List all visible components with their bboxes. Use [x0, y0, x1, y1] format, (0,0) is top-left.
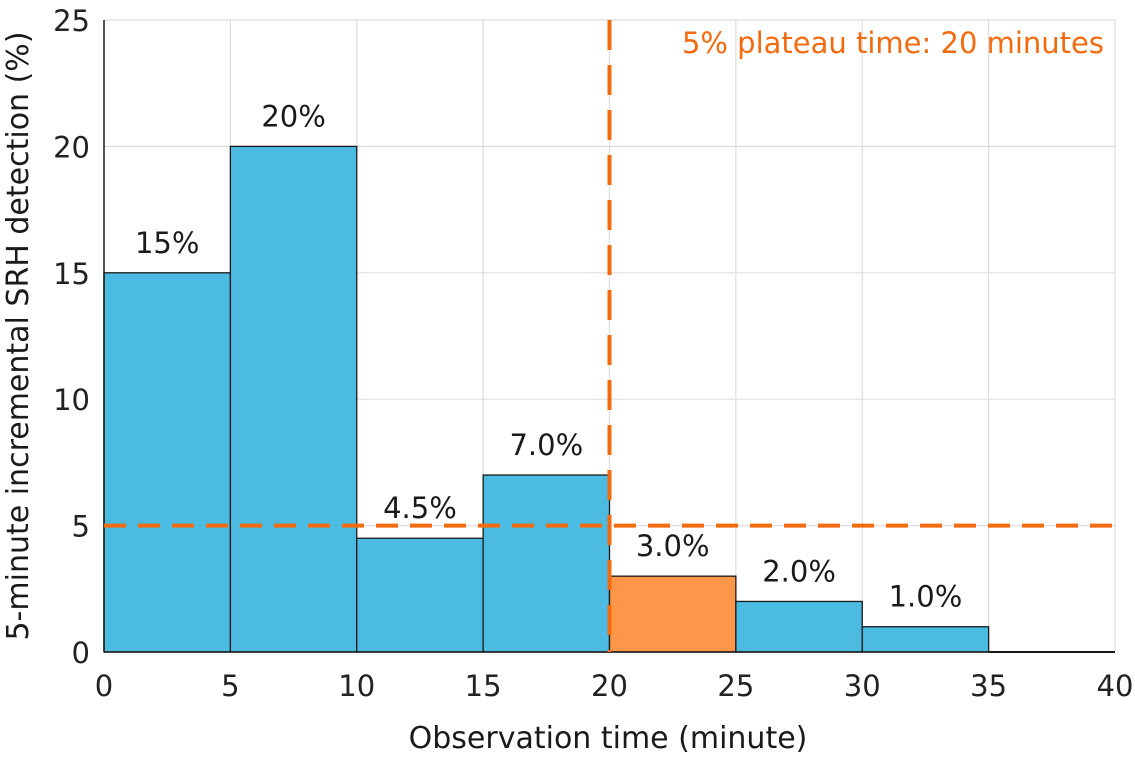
y-tick-label-2: 10	[53, 383, 90, 417]
x-tick-label-3: 15	[465, 669, 502, 703]
reference-lines-layer	[104, 20, 1115, 652]
x-tick-label-5: 25	[717, 669, 754, 703]
data-label-0: 15%	[135, 226, 199, 260]
bar-4	[608, 575, 737, 653]
data-label-6: 1.0%	[889, 580, 963, 614]
y-tick-label-1: 5	[72, 510, 90, 544]
x-tick-label-1: 5	[221, 669, 239, 703]
y-tick-label-3: 15	[53, 257, 90, 291]
x-axis-title: Observation time (minute)	[409, 721, 808, 756]
x-tick-label-2: 10	[338, 669, 375, 703]
bar-3	[482, 474, 611, 653]
x-tick-label-7: 35	[970, 669, 1007, 703]
data-label-3: 7.0%	[509, 428, 583, 462]
plateau-annotation: 5% plateau time: 20 minutes	[682, 26, 1104, 60]
x-tick-label-8: 40	[1097, 669, 1134, 703]
x-tick-label-0: 0	[95, 669, 113, 703]
x-tick-label-6: 30	[844, 669, 881, 703]
data-label-1: 20%	[261, 99, 325, 133]
bars-layer	[103, 145, 1115, 653]
bar-5	[735, 600, 863, 653]
tick-labels-layer: 0 5 10 15 20 25 30 35 40 0 5 10 15 20 25	[53, 4, 1133, 703]
y-axis-title: 5-minute incremental SRH detection (%)	[1, 31, 36, 640]
bar-6	[861, 626, 990, 653]
y-tick-label-5: 25	[53, 4, 90, 38]
y-tick-label-4: 20	[53, 130, 90, 164]
y-tick-label-0: 0	[72, 636, 90, 670]
bar-1	[229, 145, 358, 653]
data-label-4: 3.0%	[636, 529, 710, 563]
data-label-2: 4.5%	[383, 491, 457, 525]
data-label-5: 2.0%	[762, 554, 836, 588]
x-tick-label-4: 20	[591, 669, 628, 703]
bar-2	[356, 537, 484, 653]
data-labels-layer: 15% 20% 4.5% 7.0% 3.0% 2.0% 1.0%	[135, 99, 962, 613]
bar-0	[103, 272, 232, 653]
